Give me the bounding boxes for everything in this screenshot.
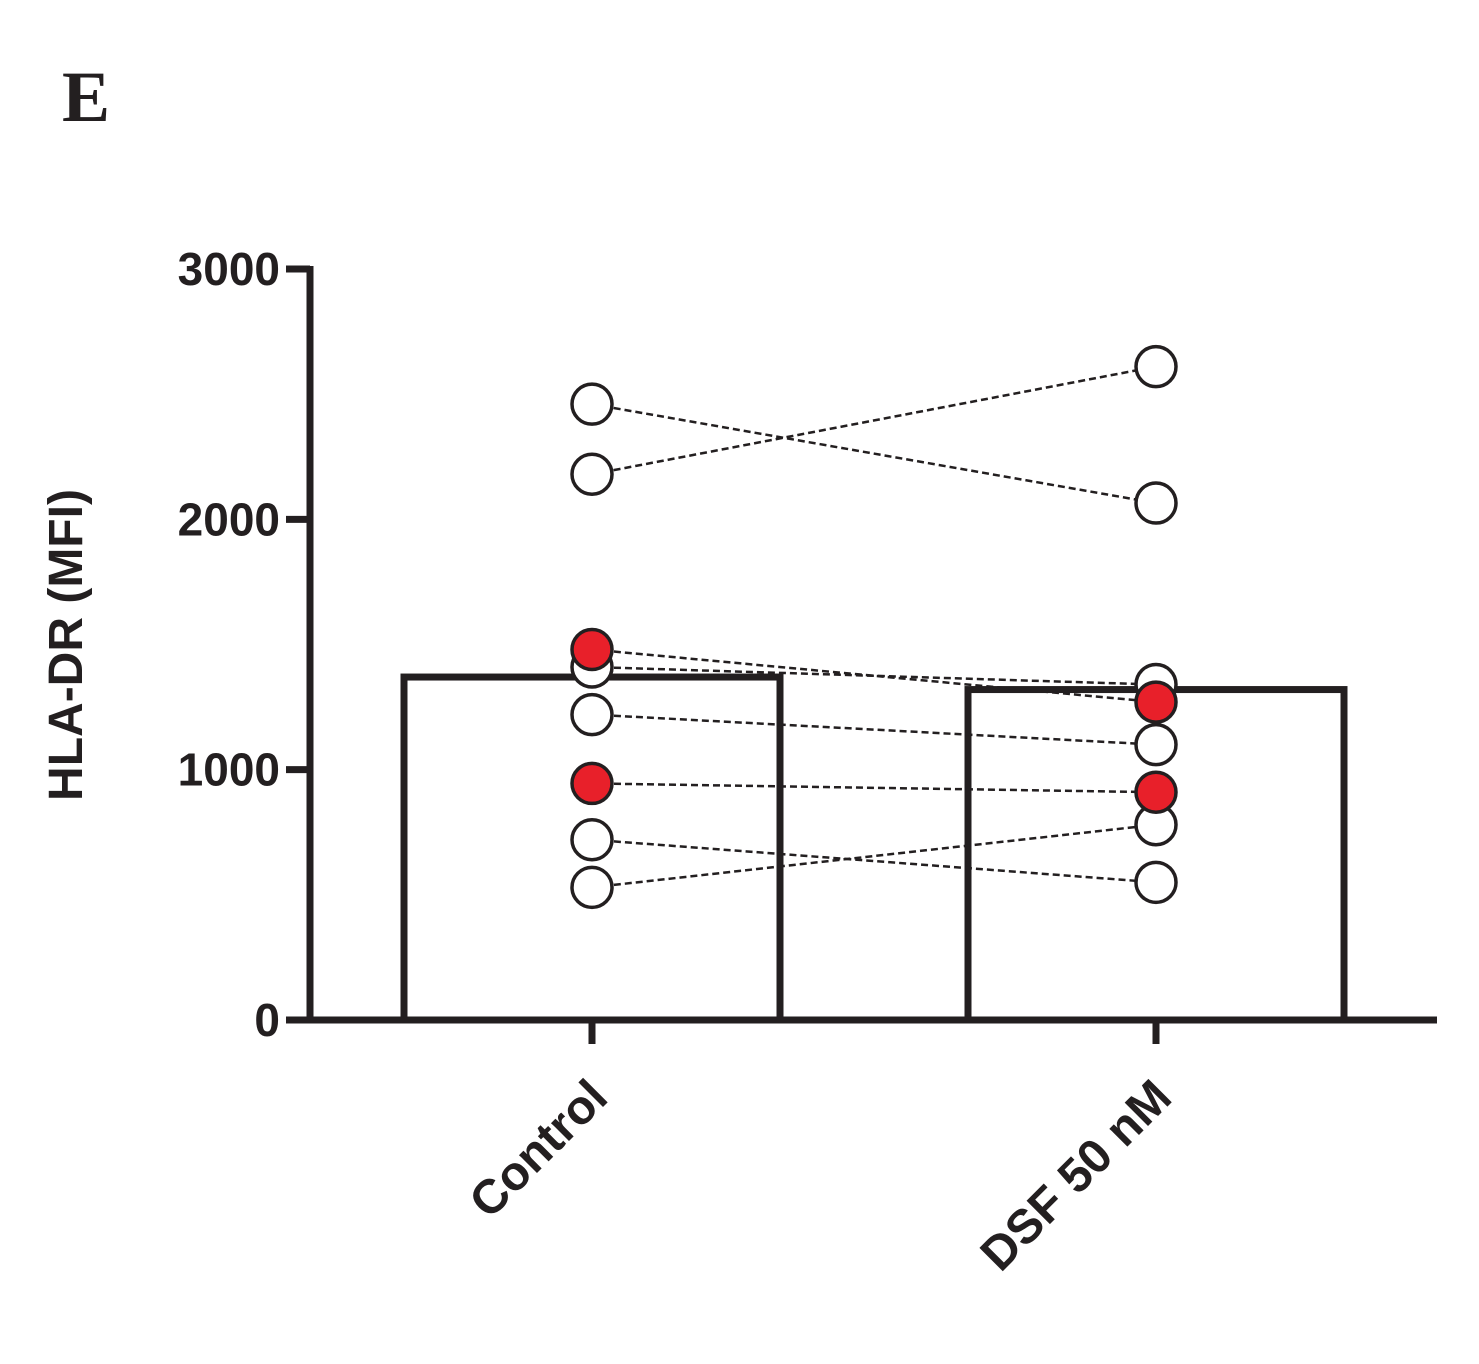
data-point <box>570 865 614 910</box>
data-point <box>570 452 614 497</box>
y-tick-label: 0 <box>254 994 280 1046</box>
paired-line <box>591 782 1157 794</box>
data-point <box>570 818 614 862</box>
data-point <box>1134 770 1178 814</box>
data-point <box>1134 680 1178 724</box>
data-point <box>570 627 614 672</box>
y-tick-label: 1000 <box>178 744 280 796</box>
data-point <box>570 761 614 806</box>
y-tick-label: 3000 <box>178 243 280 295</box>
paired-line <box>591 665 1157 686</box>
paired-line <box>591 823 1157 889</box>
data-point <box>1134 860 1178 905</box>
data-point <box>570 382 614 426</box>
y-axis-label: HLA-DR (MFI) <box>40 489 93 801</box>
data-point <box>1134 481 1178 525</box>
data-point <box>570 692 614 737</box>
data-point <box>1134 344 1178 389</box>
data-point <box>1134 722 1178 767</box>
paired-line <box>591 713 1157 746</box>
x-tick-label: DSF 50 nM <box>971 1070 1182 1281</box>
paired-line <box>591 648 1157 704</box>
y-tick-label: 2000 <box>178 493 280 545</box>
paired-line <box>591 402 1157 505</box>
x-tick-label: Control <box>460 1070 618 1228</box>
panel-label: E <box>62 57 110 137</box>
paired-line <box>591 838 1157 884</box>
paired-line <box>591 365 1157 476</box>
